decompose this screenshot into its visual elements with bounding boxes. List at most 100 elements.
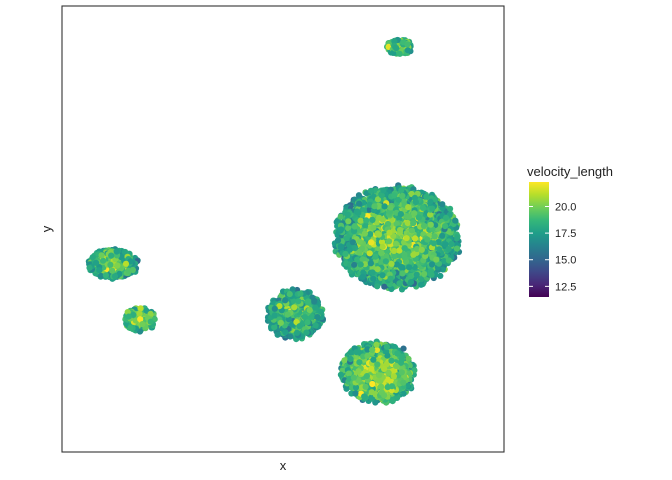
data-point <box>344 211 351 218</box>
data-point <box>382 258 389 265</box>
data-point <box>397 211 404 218</box>
data-point <box>376 214 383 221</box>
data-point <box>363 217 370 224</box>
data-point <box>399 192 406 199</box>
data-point <box>369 216 376 223</box>
points-layer <box>85 36 463 406</box>
data-point <box>370 275 377 282</box>
data-point <box>421 270 428 278</box>
data-point <box>411 210 418 217</box>
data-point <box>415 214 422 221</box>
data-point <box>371 203 378 210</box>
data-point <box>357 261 364 268</box>
data-point <box>354 256 361 263</box>
data-point <box>367 260 374 267</box>
data-point <box>418 246 425 253</box>
data-point <box>419 204 427 211</box>
data-point <box>413 271 420 278</box>
data-point <box>410 220 417 227</box>
data-point <box>338 244 345 251</box>
data-point <box>385 238 393 245</box>
data-point <box>368 239 375 246</box>
data-point <box>381 203 388 210</box>
data-point <box>417 281 425 288</box>
data-point <box>442 223 449 230</box>
data-point <box>356 249 363 256</box>
data-point <box>356 200 363 207</box>
data-point <box>367 187 374 194</box>
data-point <box>361 230 368 237</box>
data-point <box>355 192 362 199</box>
data-point <box>439 201 446 208</box>
data-point <box>429 205 436 212</box>
data-point <box>453 245 461 252</box>
data-point <box>430 240 437 247</box>
data-point <box>423 193 430 200</box>
data-point <box>442 214 450 221</box>
data-point <box>452 217 459 224</box>
data-point <box>387 275 394 282</box>
data-point <box>369 269 376 276</box>
data-point <box>401 254 408 261</box>
data-point <box>412 199 419 206</box>
data-point <box>412 235 419 242</box>
data-point <box>397 226 404 234</box>
data-point <box>334 237 342 244</box>
data-point <box>356 238 363 245</box>
data-point <box>392 240 400 247</box>
data-point <box>405 204 412 211</box>
data-point <box>404 220 411 227</box>
data-point <box>424 236 431 243</box>
data-point <box>366 250 373 257</box>
data-point <box>379 272 386 279</box>
data-point <box>433 256 440 263</box>
data-point <box>349 239 356 246</box>
data-point <box>436 246 443 253</box>
data-point <box>386 229 393 236</box>
data-point <box>388 260 395 267</box>
data-point <box>396 280 403 287</box>
data-point <box>379 243 386 250</box>
data-point <box>351 223 358 230</box>
data-point <box>406 264 413 271</box>
data-point <box>445 257 452 264</box>
data-point <box>437 272 444 279</box>
data-point <box>398 187 405 194</box>
data-point <box>337 213 344 220</box>
data-point <box>447 205 454 212</box>
data-point <box>387 204 394 211</box>
data-point <box>404 47 411 54</box>
data-point <box>380 187 387 194</box>
data-point <box>378 249 385 256</box>
data-point <box>405 213 412 220</box>
data-point <box>355 209 362 216</box>
data-point <box>410 251 417 258</box>
data-point <box>357 217 364 224</box>
data-point <box>351 261 358 268</box>
data-point <box>401 245 408 252</box>
data-point <box>375 231 382 238</box>
data-point <box>396 50 403 57</box>
data-point <box>407 279 415 286</box>
data-point <box>381 283 388 290</box>
data-point <box>399 270 406 277</box>
data-point <box>427 221 434 228</box>
data-point <box>390 247 398 254</box>
data-point <box>359 273 366 280</box>
data-point <box>392 44 400 52</box>
data-point <box>428 261 436 268</box>
data-point <box>420 222 428 229</box>
data-point <box>345 218 352 225</box>
data-point <box>372 253 379 260</box>
data-point <box>374 283 381 290</box>
data-point <box>391 192 398 199</box>
data-point <box>393 261 400 268</box>
data-point <box>370 224 377 231</box>
data-point <box>453 235 460 242</box>
data-point <box>431 233 438 240</box>
data-point <box>342 250 349 257</box>
data-point <box>396 247 403 254</box>
data-point <box>404 41 411 48</box>
data-point <box>439 232 446 239</box>
